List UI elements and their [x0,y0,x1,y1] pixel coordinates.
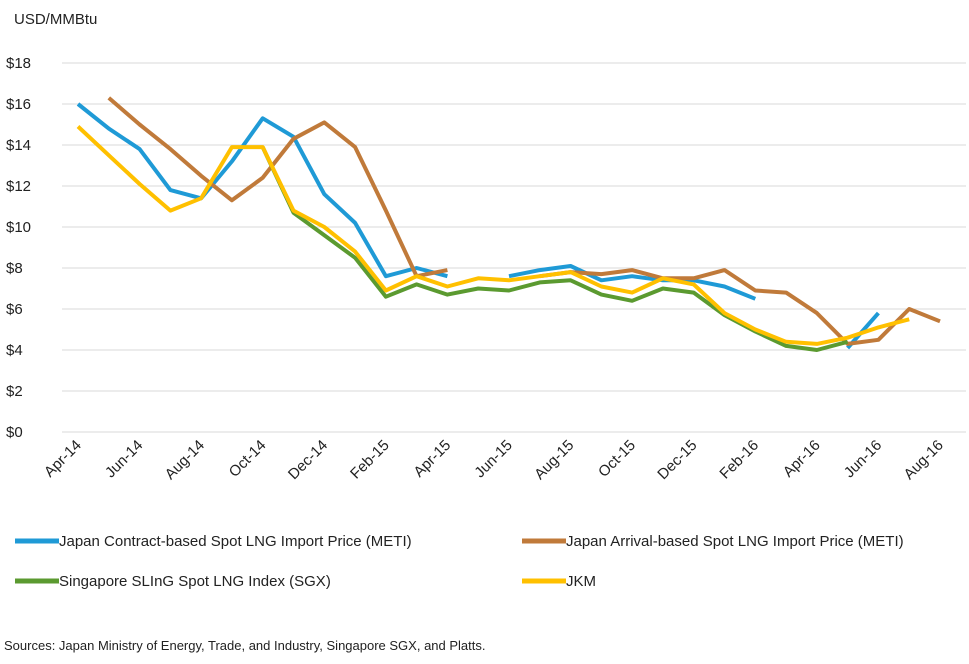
legend-label: Singapore SLInG Spot LNG Index (SGX) [59,573,331,590]
y-tick-label: $14 [6,137,31,154]
series-line [76,102,880,350]
x-tick-label: Dec-15 [654,437,700,483]
x-tick-label: Apr-16 [780,437,824,481]
x-tick-label: Jun-15 [471,437,515,481]
x-tick-label: Feb-15 [347,437,393,483]
x-tick-label: Oct-15 [595,437,639,481]
x-tick-label: Jun-16 [841,437,885,481]
source-note: Sources: Japan Ministry of Energy, Trade… [4,638,486,653]
y-tick-label: $16 [6,96,31,113]
legend-label: Japan Arrival-based Spot LNG Import Pric… [566,533,904,550]
y-tick-label: $10 [6,219,31,236]
x-tick-label: Dec-14 [285,437,331,483]
y-tick-label: $4 [6,342,23,359]
x-tick-label: Feb-16 [716,437,762,483]
x-tick-label: Aug-14 [162,437,208,483]
x-tick-label: Aug-16 [901,437,947,483]
y-tick-label: $8 [6,260,23,277]
x-tick-label: Apr-15 [410,437,454,481]
y-tick-label: $2 [6,383,23,400]
x-tick-label: Jun-14 [102,437,146,481]
y-tick-label: $6 [6,301,23,318]
y-axis-label: USD/MMBtu [14,11,97,28]
legend-label: Japan Contract-based Spot LNG Import Pri… [59,533,412,550]
x-tick-label: Apr-14 [41,437,85,481]
series-line [76,125,910,346]
y-tick-label: $18 [6,55,31,72]
x-tick-label: Aug-15 [531,437,577,483]
series-line [107,96,941,346]
legend-label: JKM [566,573,596,590]
y-tick-label: $0 [6,424,23,441]
x-tick-label: Oct-14 [226,437,270,481]
y-tick-label: $12 [6,178,31,195]
